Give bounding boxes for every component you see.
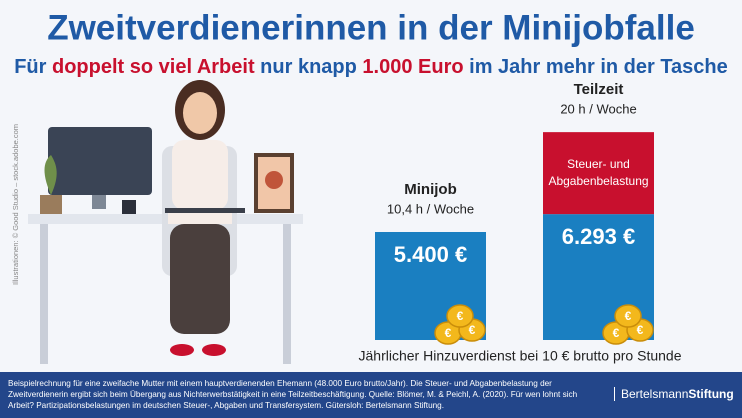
category-sublabel: 20 h / Woche	[560, 102, 636, 117]
segment-label-box: Steuer- und Abgabenbelastung	[548, 157, 649, 189]
subtitle-part: 1.000 Euro	[362, 56, 463, 78]
subtitle-part: Für	[14, 56, 52, 78]
category-label: Minijob	[404, 181, 457, 198]
chart: Zweitverdienerinnen in der Minijobfalle …	[11, 8, 728, 364]
coin	[614, 304, 642, 328]
category-label: Teilzeit	[574, 81, 624, 98]
image-credit: Illustrationen: © Good Studio – stock.ad…	[11, 124, 20, 285]
chart-subtitle: Für doppelt so viel Arbeit nur knapp 1.0…	[14, 56, 728, 78]
value-label: 5.400 €	[394, 242, 467, 267]
subtitle-part: doppelt so viel Arbeit	[52, 56, 255, 78]
coin-symbol: €	[637, 323, 644, 337]
bar-segment	[543, 132, 654, 215]
footnote: Beispielrechnung für eine zweifache Mutt…	[8, 379, 578, 410]
coin-symbol: €	[469, 323, 476, 337]
brand-part: Bertelsmann	[621, 387, 689, 401]
illustration	[28, 80, 303, 364]
coin	[446, 304, 474, 328]
footer: Beispielrechnung für eine zweifache Mutt…	[0, 372, 742, 418]
subtitle-part: im Jahr mehr in der Tasche	[464, 56, 728, 78]
x-axis-label: Jährlicher Hinzuverdienst bei 10 € brutt…	[359, 348, 682, 364]
coin-symbol: €	[625, 309, 632, 323]
value-label: 6.293 €	[562, 224, 635, 249]
segment-label: Steuer- und Abgabenbelastung	[548, 157, 649, 189]
coin-symbol: €	[457, 309, 464, 323]
coin-symbol: €	[613, 326, 620, 340]
chart-title: Zweitverdienerinnen in der Minijobfalle	[47, 8, 695, 47]
brand-part: Stiftung	[688, 387, 734, 401]
category-sublabel: 10,4 h / Woche	[387, 201, 474, 216]
brand: BertelsmannStiftung	[614, 387, 734, 401]
subtitle-part: nur knapp	[255, 56, 363, 78]
coin-symbol: €	[445, 326, 452, 340]
